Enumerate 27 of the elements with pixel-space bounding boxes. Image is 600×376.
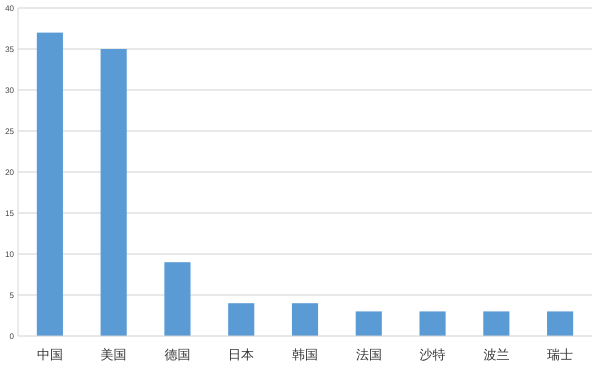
x-tick-label: 波兰 <box>483 348 510 363</box>
bar <box>356 311 382 336</box>
x-tick-label: 沙特 <box>420 348 446 363</box>
y-tick-label: 40 <box>5 4 15 13</box>
y-tick-label: 15 <box>5 209 15 218</box>
bar <box>228 303 254 336</box>
bar <box>483 311 510 336</box>
x-tick-label: 中国 <box>36 348 63 363</box>
y-tick-label: 25 <box>5 127 15 136</box>
x-tick-label: 瑞士 <box>547 348 574 363</box>
y-tick-label: 20 <box>5 168 15 177</box>
x-tick-label: 德国 <box>164 348 190 363</box>
x-tick-label: 美国 <box>100 347 127 363</box>
bar <box>419 311 446 336</box>
y-tick-label: 0 <box>10 332 15 341</box>
bar <box>100 49 127 336</box>
x-tick-label: 日本 <box>228 348 254 363</box>
bar <box>547 311 574 336</box>
y-tick-label: 30 <box>5 86 15 95</box>
y-tick-label: 35 <box>5 45 15 54</box>
bar <box>164 262 191 336</box>
bar <box>36 32 63 336</box>
x-tick-label: 韩国 <box>292 348 318 363</box>
x-tick-label: 法国 <box>356 348 382 363</box>
y-tick-label: 10 <box>5 250 15 259</box>
bar <box>292 303 318 336</box>
y-tick-label: 5 <box>10 291 15 300</box>
